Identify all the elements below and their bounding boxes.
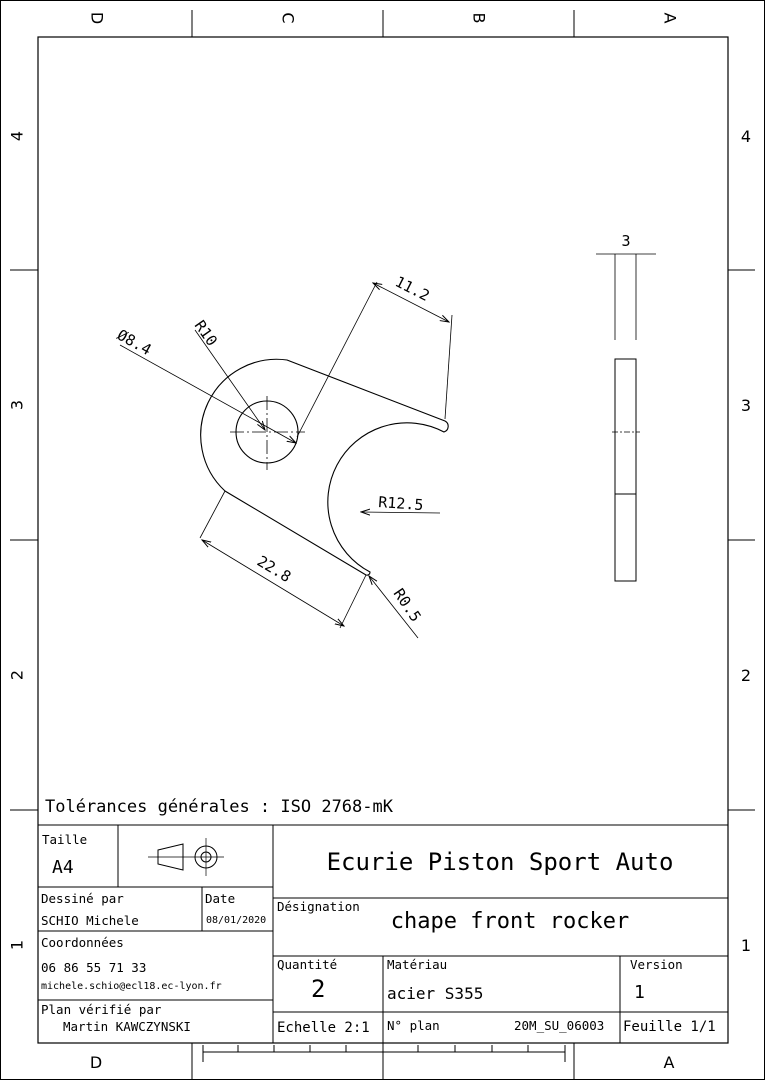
designation-label: Désignation — [277, 899, 360, 914]
zone-col-top-3: B — [470, 13, 489, 24]
zone-col-top-4: A — [661, 13, 680, 24]
date-label: Date — [205, 891, 235, 906]
company-name: Ecurie Piston Sport Auto — [327, 848, 674, 876]
sheet-number: Feuille 1/1 — [623, 1019, 716, 1035]
dim-radius-arc: R12.5 — [378, 493, 424, 514]
dim-diameter: Ø8.4 — [114, 326, 154, 359]
dim-radius-corner: R0.5 — [390, 585, 425, 625]
drawn-by-label: Dessiné par — [41, 891, 124, 906]
plan-number-label: N° plan — [387, 1018, 440, 1033]
zone-col-top-1: D — [88, 12, 107, 24]
zone-col-bottom-2: A — [664, 1053, 675, 1072]
zone-row-left-2: 3 — [8, 400, 27, 410]
zone-row-right-2: 3 — [741, 396, 751, 415]
zone-row-right-4: 1 — [741, 936, 751, 955]
checked-by-label: Plan vérifié par — [41, 1002, 162, 1017]
contact-email: michele.schio@ecl18.ec-lyon.fr — [41, 981, 222, 992]
version-value: 1 — [634, 982, 645, 1003]
date-value: 08/01/2020 — [206, 915, 266, 926]
dim-radius-top: R10 — [191, 317, 221, 350]
size-value: A4 — [52, 857, 74, 878]
zone-col-bottom-1: D — [90, 1053, 102, 1072]
contact-label: Coordonnées — [41, 935, 124, 950]
quantity-value: 2 — [311, 975, 325, 1003]
zone-row-left-1: 4 — [8, 131, 27, 141]
material-value: acier S355 — [387, 984, 483, 1003]
dim-width-top: 11.2 — [392, 273, 432, 305]
drawn-by-name: SCHIO Michele — [41, 913, 139, 928]
version-label: Version — [630, 957, 683, 972]
part-side-view — [596, 253, 656, 582]
size-label: Taille — [42, 832, 87, 847]
general-tolerances: Tolérances générales : ISO 2768-mK — [45, 797, 394, 817]
dimension-lines — [119, 281, 453, 639]
part-outline — [200, 358, 449, 576]
material-label: Matériau — [387, 957, 447, 972]
title-block — [38, 824, 728, 1043]
zone-row-left-3: 2 — [8, 670, 27, 680]
dim-length-bottom: 22.8 — [254, 552, 294, 586]
checked-by-name: Martin KAWCZYNSKI — [63, 1019, 191, 1034]
designation-value: chape front rocker — [391, 909, 629, 934]
zone-col-top-2: C — [279, 12, 298, 23]
zone-row-right-3: 2 — [741, 666, 751, 685]
contact-phone: 06 86 55 71 33 — [41, 960, 146, 975]
zone-row-left-4: 1 — [8, 940, 27, 950]
zone-row-right-1: 4 — [741, 127, 751, 146]
plan-number-value: 20M_SU_06003 — [514, 1018, 604, 1033]
scale-value: Echelle 2:1 — [277, 1020, 370, 1036]
dim-thickness: 3 — [621, 232, 630, 250]
hole-center-lines — [230, 396, 305, 470]
quantity-label: Quantité — [277, 957, 337, 972]
projection-symbol-icon — [148, 838, 224, 876]
